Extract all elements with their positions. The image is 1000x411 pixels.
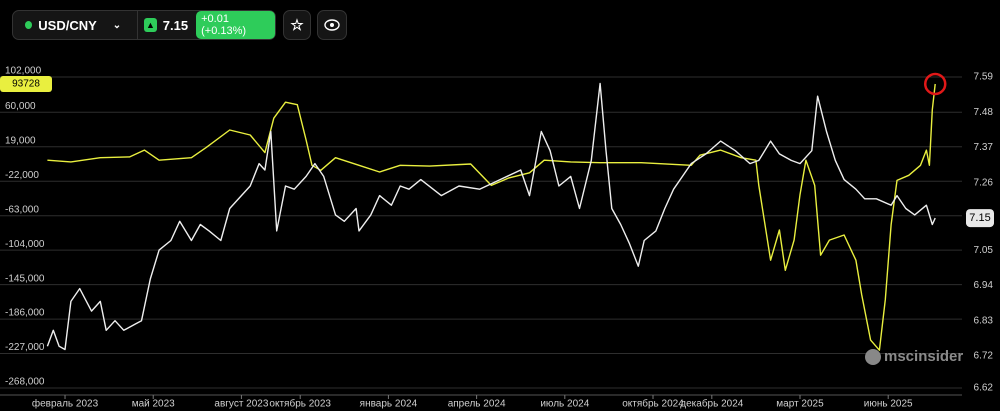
y2-tick-label: 7.37 bbox=[974, 142, 994, 153]
y2-tick-label: 7.26 bbox=[974, 177, 994, 188]
series-line bbox=[47, 83, 936, 351]
y-tick-label: -145,000 bbox=[5, 273, 45, 284]
y2-tick-label: 7.48 bbox=[974, 107, 994, 118]
status-dot bbox=[25, 21, 33, 29]
change-badge: +0.01 (+0.13%) bbox=[196, 11, 275, 39]
watch-button[interactable] bbox=[317, 10, 347, 40]
x-tick-label: февраль 2023 bbox=[32, 398, 99, 410]
dropdown[interactable]: ⌄ bbox=[112, 19, 122, 31]
x-tick-label: декабрь 2024 bbox=[680, 398, 744, 410]
y2-tick-label: 7.59 bbox=[974, 72, 994, 83]
divider bbox=[137, 10, 139, 40]
value-badge-label: 93728 bbox=[12, 79, 40, 90]
y2-tick-label: 7.05 bbox=[974, 245, 994, 256]
x-tick-label: октябрь 2024 bbox=[622, 398, 684, 410]
price: 7.15 bbox=[162, 17, 189, 33]
y2-tick-label: 6.62 bbox=[974, 383, 994, 394]
price-badge-label: 7.15 bbox=[969, 212, 990, 224]
y-tick-label: 60,000 bbox=[5, 101, 36, 112]
x-tick-label: май 2023 bbox=[132, 399, 175, 410]
up-icon: ▲ bbox=[144, 18, 157, 32]
x-tick-label: март 2025 bbox=[776, 399, 824, 410]
y-tick-label: 19,000 bbox=[5, 135, 36, 146]
highlight-circle bbox=[923, 72, 947, 96]
y-tick-label: -63,000 bbox=[5, 204, 39, 215]
eye-icon bbox=[324, 19, 340, 31]
x-tick-label: октябрь 2023 bbox=[269, 398, 331, 410]
y-tick-label: -22,000 bbox=[5, 170, 39, 181]
price-badge bbox=[966, 209, 994, 228]
logo-icon bbox=[865, 349, 881, 365]
y-tick-label: -268,000 bbox=[5, 377, 45, 388]
x-tick-label: июнь 2025 bbox=[864, 399, 913, 410]
x-tick-label: январь 2024 bbox=[360, 399, 418, 410]
ticker-bar: USD/CNY ⌄ ▲ 7.15 +0.01 (+0.13%) bbox=[12, 10, 276, 40]
y-tick-label: -186,000 bbox=[5, 308, 45, 319]
y2-tick-label: 6.94 bbox=[974, 280, 994, 291]
y-tick-label: -104,000 bbox=[5, 239, 45, 250]
y2-tick-label: 6.72 bbox=[974, 351, 994, 362]
watermark: mscinsider bbox=[884, 348, 963, 365]
favorite-button[interactable]: ☆ bbox=[283, 10, 311, 40]
value-badge bbox=[0, 75, 52, 92]
y-tick-label: -227,000 bbox=[5, 342, 45, 353]
x-tick-label: июль 2024 bbox=[540, 399, 589, 410]
y2-tick-label: 6.83 bbox=[974, 315, 994, 326]
symbol[interactable]: USD/CNY bbox=[38, 17, 97, 33]
x-tick-label: апрель 2024 bbox=[448, 399, 506, 410]
x-tick-label: август 2023 bbox=[214, 399, 268, 410]
y-tick-label: 102,000 bbox=[5, 66, 42, 77]
series-line bbox=[46, 82, 936, 351]
